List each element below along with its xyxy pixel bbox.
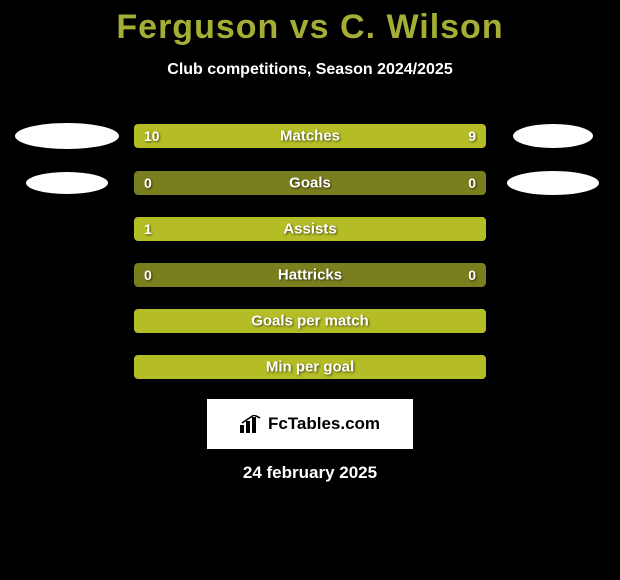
stat-row: Goals 0 0 xyxy=(0,171,620,195)
side-left xyxy=(0,172,134,194)
footer-date: 24 february 2025 xyxy=(0,463,620,483)
side-right xyxy=(486,171,620,195)
side-left xyxy=(0,123,134,149)
stat-label: Hattricks xyxy=(278,267,342,284)
stat-label: Assists xyxy=(283,221,336,238)
player-right-ellipse xyxy=(513,124,593,148)
stat-bar-right-fill xyxy=(319,124,486,148)
title-vs: vs xyxy=(279,8,340,46)
stat-label: Goals per match xyxy=(251,313,369,330)
stat-value-left: 1 xyxy=(144,221,152,237)
player-left-name: Ferguson xyxy=(116,8,279,46)
stat-label: Matches xyxy=(280,128,340,145)
stat-label: Goals xyxy=(289,175,331,192)
player-left-ellipse xyxy=(26,172,108,194)
stat-bar: Hattricks 0 0 xyxy=(134,263,486,287)
stat-value-left: 0 xyxy=(144,267,152,283)
stat-row: Assists 1 xyxy=(0,217,620,241)
stat-bar: Goals per match xyxy=(134,309,486,333)
comparison-title: Ferguson vs C. Wilson xyxy=(0,0,620,47)
stat-value-left: 10 xyxy=(144,128,160,144)
stat-bar: Goals 0 0 xyxy=(134,171,486,195)
stat-row: Min per goal xyxy=(0,355,620,379)
stat-row: Goals per match xyxy=(0,309,620,333)
stat-row: Matches 10 9 xyxy=(0,123,620,149)
stat-label: Min per goal xyxy=(266,359,354,376)
stat-value-left: 0 xyxy=(144,175,152,191)
stat-bar: Assists 1 xyxy=(134,217,486,241)
stat-bar: Min per goal xyxy=(134,355,486,379)
chart-icon xyxy=(240,415,262,433)
stats-rows: Matches109Goals00Assists1Hattricks00Goal… xyxy=(0,123,620,379)
stat-row: Hattricks 0 0 xyxy=(0,263,620,287)
stat-bar: Matches 10 9 xyxy=(134,124,486,148)
watermark: FcTables.com xyxy=(207,399,413,449)
player-left-ellipse xyxy=(15,123,119,149)
stat-value-right: 0 xyxy=(468,267,476,283)
stat-value-right: 9 xyxy=(468,128,476,144)
side-right xyxy=(486,124,620,148)
player-right-ellipse xyxy=(507,171,599,195)
comparison-subtitle: Club competitions, Season 2024/2025 xyxy=(0,61,620,79)
player-right-name: C. Wilson xyxy=(340,8,504,46)
stat-value-right: 0 xyxy=(468,175,476,191)
watermark-text: FcTables.com xyxy=(268,414,380,434)
